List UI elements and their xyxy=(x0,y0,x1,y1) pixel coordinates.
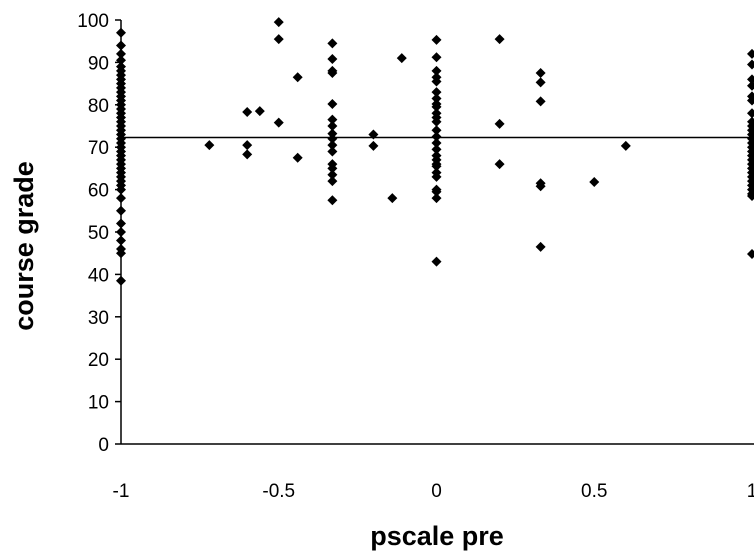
y-tick-label: 40 xyxy=(88,265,109,286)
data-point xyxy=(431,256,442,267)
data-point xyxy=(535,181,546,192)
x-axis-ticks: -1 -0.5 0 0.5 1 xyxy=(113,481,754,502)
data-point xyxy=(327,121,338,131)
data-point xyxy=(431,101,442,112)
data-point xyxy=(431,52,442,63)
data-point xyxy=(396,53,407,64)
data-point xyxy=(431,161,442,172)
data-point xyxy=(327,114,338,125)
x-tick-label: -1 xyxy=(113,481,130,502)
data-point xyxy=(747,95,754,106)
data-point xyxy=(368,140,379,151)
y-tick-label: 100 xyxy=(77,11,109,32)
data-point xyxy=(387,193,398,204)
y-tick-label: 30 xyxy=(88,308,109,329)
y-tick-label: 50 xyxy=(88,223,109,244)
data-point xyxy=(620,140,631,151)
data-point xyxy=(431,137,442,148)
y-tick-label: 20 xyxy=(88,350,109,371)
x-tick-label: -0.5 xyxy=(262,481,295,502)
data-point xyxy=(327,133,338,144)
data-point xyxy=(431,193,442,204)
y-axis-ticks: 0 10 20 30 40 50 60 70 80 90 100 xyxy=(77,11,121,456)
data-point xyxy=(747,48,754,59)
data-point xyxy=(242,140,253,151)
data-point xyxy=(431,131,442,142)
data-point xyxy=(535,68,546,78)
y-tick-label: 70 xyxy=(88,138,109,159)
data-point xyxy=(747,249,754,260)
data-point xyxy=(535,241,546,252)
data-point xyxy=(535,96,546,107)
data-point xyxy=(327,195,338,206)
data-point xyxy=(431,116,442,127)
data-point xyxy=(254,106,265,117)
data-point xyxy=(327,163,338,174)
data-point xyxy=(431,76,442,87)
data-point xyxy=(327,176,338,187)
data-point xyxy=(589,176,600,187)
y-axis-title: course grade xyxy=(9,161,39,331)
data-point xyxy=(273,17,284,28)
data-points xyxy=(116,17,754,286)
data-point xyxy=(292,152,303,163)
data-point xyxy=(431,186,442,197)
data-point xyxy=(431,34,442,45)
x-tick-label: 0.5 xyxy=(581,481,607,502)
y-tick-label: 10 xyxy=(88,393,109,414)
data-point xyxy=(327,146,338,157)
data-point xyxy=(273,34,284,45)
y-tick-label: 80 xyxy=(88,96,109,117)
data-point xyxy=(431,144,442,155)
data-point xyxy=(535,77,546,88)
x-tick-label: 0 xyxy=(431,481,442,502)
data-point xyxy=(204,140,215,151)
data-point xyxy=(494,118,505,129)
y-tick-label: 60 xyxy=(88,181,109,202)
data-point xyxy=(242,149,253,160)
data-point xyxy=(747,190,754,201)
data-point xyxy=(431,87,442,98)
x-axis-title: pscale pre xyxy=(370,521,504,551)
data-point xyxy=(242,107,253,118)
data-point xyxy=(327,128,338,139)
data-point xyxy=(431,125,442,136)
data-point xyxy=(327,98,338,109)
data-point xyxy=(431,171,442,182)
data-point xyxy=(327,68,338,78)
data-point xyxy=(273,117,284,128)
data-point xyxy=(494,159,505,170)
y-tick-label: 90 xyxy=(88,53,109,74)
data-point xyxy=(494,34,505,45)
data-point xyxy=(431,93,442,104)
data-point xyxy=(327,54,338,65)
data-point xyxy=(292,72,303,83)
data-point xyxy=(747,59,754,70)
x-tick-label: 1 xyxy=(747,481,754,502)
data-point xyxy=(747,108,754,119)
data-point xyxy=(327,169,338,180)
y-tick-label: 0 xyxy=(98,435,109,456)
data-point xyxy=(747,80,754,91)
data-point xyxy=(327,140,338,151)
data-point xyxy=(327,38,338,49)
data-point xyxy=(431,65,442,76)
